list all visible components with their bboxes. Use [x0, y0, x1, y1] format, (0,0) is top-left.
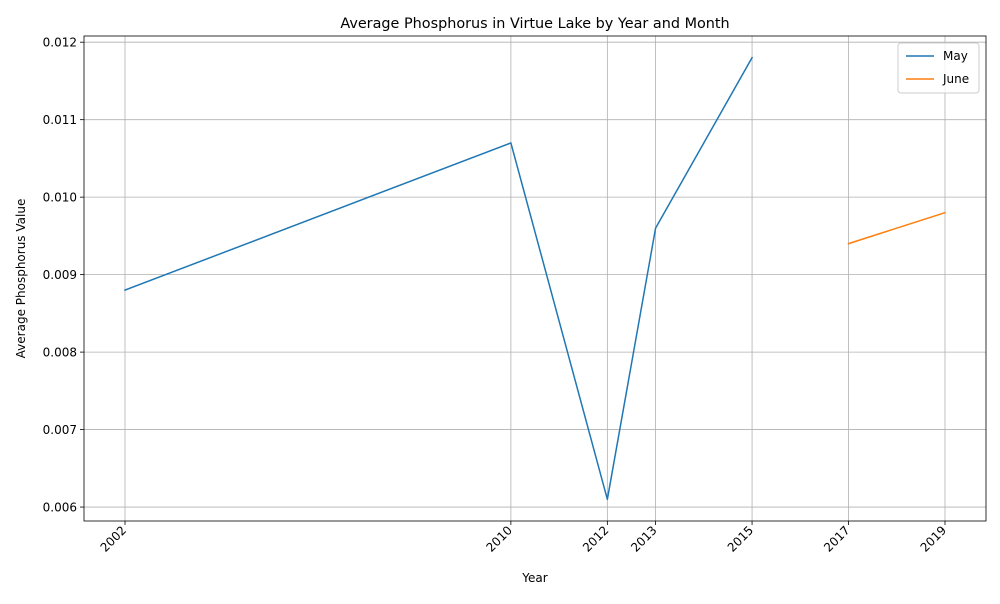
- y-axis-label: Average Phosphorus Value: [14, 199, 28, 359]
- chart-title: Average Phosphorus in Virtue Lake by Yea…: [340, 16, 729, 32]
- legend-label-june: June: [942, 72, 969, 86]
- y-tick-label: 0.011: [43, 113, 77, 127]
- legend-label-may: May: [943, 49, 968, 63]
- x-axis-label: Year: [521, 571, 547, 585]
- y-tick-label: 0.006: [43, 500, 77, 514]
- y-tick-label: 0.008: [43, 345, 77, 359]
- y-tick-label: 0.009: [43, 268, 77, 282]
- y-tick-label: 0.010: [43, 190, 77, 204]
- y-tick-label: 0.007: [43, 423, 77, 437]
- y-tick-label: 0.012: [43, 35, 77, 49]
- legend: May June: [898, 43, 979, 93]
